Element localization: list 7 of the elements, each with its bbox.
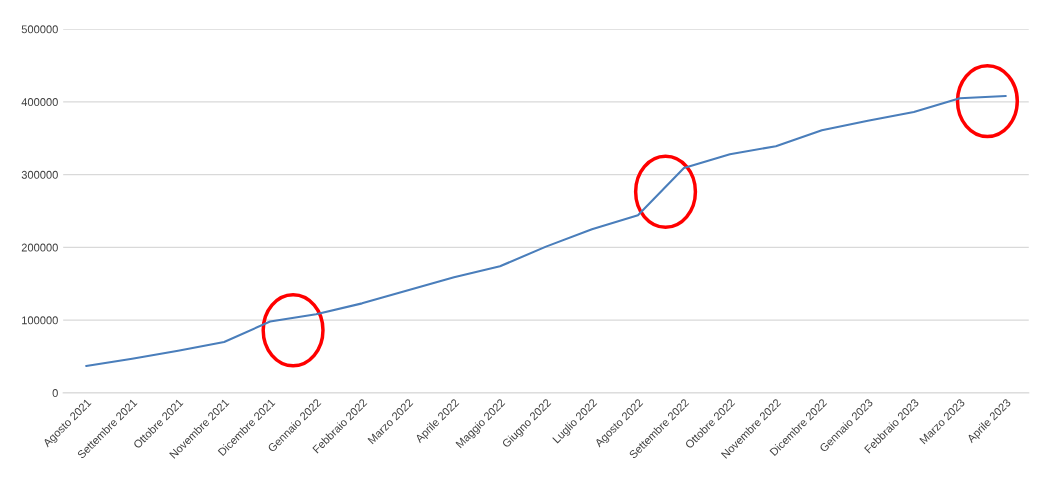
y-tick-label: 200000 <box>21 243 58 252</box>
y-tick-label: 0 <box>52 389 58 397</box>
line-series <box>85 94 1007 367</box>
y-tick-label: 400000 <box>21 98 58 106</box>
y-tick-label: 300000 <box>21 170 58 179</box>
y-tick-label: 100000 <box>22 316 58 325</box>
y-tick-label: 500000 <box>21 25 58 34</box>
